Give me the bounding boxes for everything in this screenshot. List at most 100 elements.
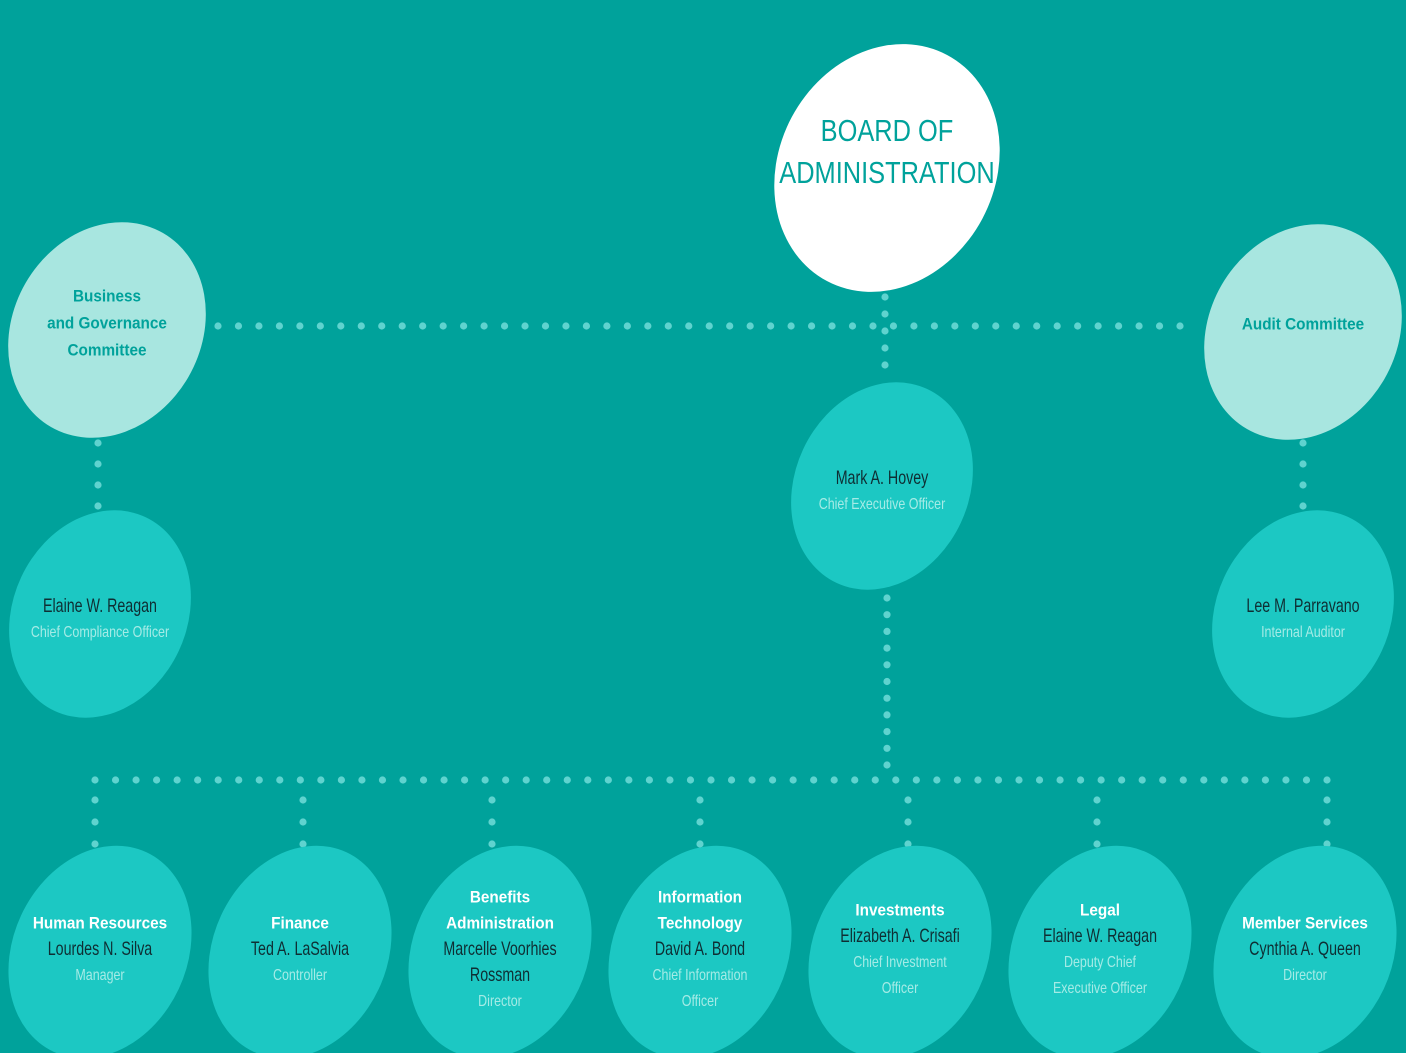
connector-dot	[881, 327, 889, 335]
node-title: Business	[73, 287, 141, 306]
connector-dot	[500, 322, 509, 330]
connector-dot	[883, 661, 891, 669]
connector-dot	[1093, 796, 1101, 804]
connector-dot	[883, 694, 891, 702]
node-shape	[608, 845, 792, 1053]
node: Human Resources Lourdes N. Silva Manager	[8, 845, 192, 1053]
node-role: Controller	[273, 967, 327, 985]
connector-dot	[502, 776, 510, 784]
connector-dot	[992, 322, 1000, 330]
connector-dot	[1323, 818, 1331, 826]
node-title: Benefits	[470, 888, 530, 907]
node-shape	[8, 845, 192, 1053]
node-title: Legal	[1080, 901, 1120, 920]
node-shape	[1204, 224, 1402, 440]
connector-dot	[930, 322, 938, 330]
connector-dot	[419, 776, 428, 784]
connector-dot	[696, 840, 704, 848]
connector-dot	[1159, 776, 1167, 784]
connector-dot	[883, 728, 891, 736]
connector-dot	[1077, 776, 1085, 784]
node: Business and Governance Committee	[8, 222, 206, 438]
connector-dot	[625, 776, 633, 784]
node-name: Cynthia A. Queen	[1249, 938, 1361, 959]
connector-dot	[881, 344, 889, 352]
connector-dot	[111, 776, 120, 784]
connector-dot	[378, 776, 387, 784]
connector-dot	[358, 776, 366, 784]
node-shape	[774, 44, 1000, 292]
connector-dot	[881, 361, 889, 369]
connector-dot	[488, 840, 496, 848]
node: Information Technology David A. Bond Chief …	[608, 845, 792, 1053]
node: Mark A. Hovey Chief Executive Officer	[791, 382, 973, 590]
connector-dot	[1114, 322, 1123, 330]
connector-dot	[1033, 322, 1041, 330]
connector-dot	[1093, 818, 1101, 826]
connector-dot	[1012, 322, 1020, 330]
connectors	[91, 293, 1331, 848]
node-role: Internal Auditor	[1261, 624, 1345, 642]
connector-dot	[904, 818, 912, 826]
node: Lee M. Parravano Internal Auditor	[1212, 510, 1394, 718]
connector-dot	[317, 776, 325, 784]
connector-dot	[419, 322, 427, 330]
node-name: Elaine W. Reagan	[1043, 925, 1157, 946]
connector-dot	[848, 322, 857, 330]
node-name: Lee M. Parravano	[1246, 595, 1359, 616]
node-name: Lourdes N. Silva	[48, 938, 153, 959]
connector-dot	[933, 776, 941, 784]
connector-dot	[1155, 322, 1164, 330]
connector-dot	[912, 776, 920, 784]
node-name: Elaine W. Reagan	[43, 595, 157, 616]
node-role: Executive Officer	[1053, 980, 1147, 998]
connector-dot	[767, 322, 775, 330]
connector-dot	[563, 776, 571, 784]
connector-dot	[871, 776, 879, 784]
node-role: Officer	[682, 993, 719, 1011]
node-role: Director	[1283, 967, 1327, 985]
connector-dot	[685, 322, 693, 330]
node: Benefits Administration Marcelle Voorhies R…	[408, 845, 592, 1053]
connector-dot	[664, 322, 672, 330]
connector-dot	[645, 776, 654, 784]
connector-dot	[337, 322, 345, 330]
connector-dot	[1299, 502, 1307, 510]
connector-dot	[789, 776, 797, 784]
connector-dot	[522, 776, 530, 784]
connector-dot	[951, 322, 959, 330]
connector-dot	[1302, 776, 1311, 784]
node-role: Director	[478, 993, 522, 1011]
connector-dot	[521, 322, 529, 330]
connector-dot	[994, 776, 1003, 784]
connector-dot	[91, 818, 99, 826]
connector-dot	[94, 502, 102, 510]
connector-dot	[869, 322, 877, 330]
connector-dot	[883, 627, 891, 636]
node: Audit Committee	[1204, 224, 1402, 440]
connector-dot	[1138, 776, 1146, 784]
connector-dot	[255, 322, 263, 330]
connector-dot	[666, 776, 674, 784]
connector-dot	[378, 322, 386, 330]
connector-dot	[94, 460, 102, 468]
node-shape	[791, 382, 973, 590]
connector-dot	[299, 796, 307, 804]
connector-dot	[1323, 796, 1331, 804]
node-title: Human Resources	[33, 914, 167, 933]
node-role: Chief Information	[653, 967, 748, 985]
connector-dot	[337, 776, 345, 784]
node-shape	[9, 510, 191, 718]
node: Member Services Cynthia A. Queen Director	[1213, 845, 1397, 1053]
connector-dot	[910, 322, 918, 330]
connector-dot	[904, 840, 912, 848]
connector-dot	[1323, 840, 1331, 848]
connector-dot	[460, 322, 468, 330]
connector-dot	[173, 776, 181, 784]
node-shape	[1212, 510, 1394, 718]
node-title: Investments	[855, 901, 944, 920]
node: Legal Elaine W. Reagan Deputy Chief Executi…	[1008, 845, 1192, 1053]
connector-dot	[830, 776, 838, 784]
connector-dot	[296, 776, 304, 784]
